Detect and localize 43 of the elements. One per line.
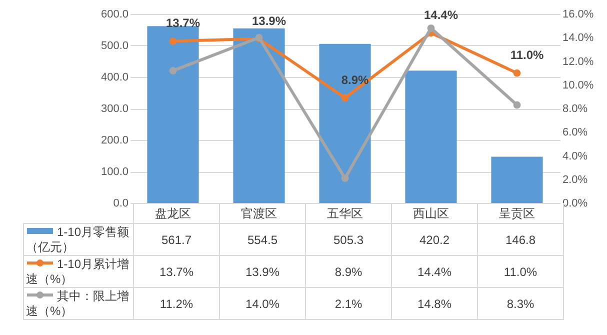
data-label: 14.4% bbox=[392, 256, 478, 288]
data-label: 8.9% bbox=[306, 256, 392, 288]
x-tick-label: 盘龙区 bbox=[155, 206, 191, 220]
data-label: 561.7 bbox=[134, 224, 220, 256]
data-label: 14.8% bbox=[392, 288, 478, 320]
y2-tick-label: 12.0% bbox=[562, 56, 594, 68]
y-tick-label: 200.0 bbox=[100, 134, 128, 146]
data-label: 11.2% bbox=[134, 288, 220, 320]
legend-label: 其中：限上增速（%） bbox=[26, 288, 129, 318]
text: 11.0% bbox=[510, 48, 544, 62]
y2-tick-label: 0.0% bbox=[562, 198, 588, 210]
data-label: 11.0% bbox=[478, 256, 564, 288]
data-label: 14.0% bbox=[220, 288, 306, 320]
y-tick-label: 500.0 bbox=[100, 40, 128, 52]
data-label: 420.2 bbox=[392, 224, 478, 256]
data-label: 146.8 bbox=[478, 224, 564, 256]
y-tick-label: 600.0 bbox=[100, 8, 128, 20]
y2-tick-label: 4.0% bbox=[562, 150, 588, 162]
x-tick-label: 西山区 bbox=[413, 206, 449, 220]
y2-tick-label: 6.0% bbox=[562, 126, 588, 139]
data-label: 2.1% bbox=[306, 288, 392, 320]
x-tick-label: 官渡区 bbox=[241, 206, 277, 220]
y-tick-label: 0.0 bbox=[113, 198, 128, 210]
y2-tick-label: 2.0% bbox=[562, 174, 588, 186]
data-label: 554.5 bbox=[220, 224, 306, 256]
y2-tick-label: 8.0% bbox=[562, 103, 588, 115]
y-tick-label: 400.0 bbox=[100, 72, 128, 84]
x-tick-label: 呈贡区 bbox=[499, 206, 535, 220]
y2-tick-label: 16.0% bbox=[562, 8, 594, 20]
data-label: 505.3 bbox=[306, 224, 392, 256]
y-tick-label: 100.0 bbox=[100, 166, 128, 178]
y2-tick-label: 14.0% bbox=[562, 32, 594, 44]
data-label: 13.9% bbox=[220, 256, 306, 288]
text: 13.9% bbox=[252, 14, 286, 28]
data-label: 8.3% bbox=[478, 288, 564, 320]
text: 14.4% bbox=[424, 8, 458, 22]
y-tick-label: 300.0 bbox=[100, 103, 128, 115]
text: 8.9% bbox=[341, 72, 369, 87]
data-label: 13.7% bbox=[134, 256, 220, 288]
legend-label: 1-10月累计增速（%） bbox=[26, 256, 130, 286]
y2-tick-label: 10.0% bbox=[562, 79, 594, 92]
legend-label: 1-10月零售额（亿元） bbox=[26, 224, 130, 254]
x-tick-label: 五华区 bbox=[327, 206, 363, 220]
